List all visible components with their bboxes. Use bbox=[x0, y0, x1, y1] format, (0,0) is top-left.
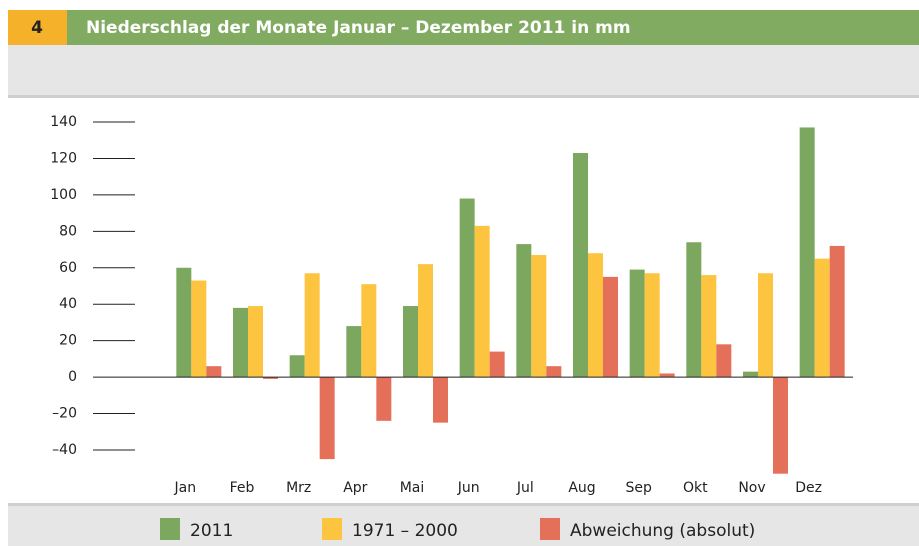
bar bbox=[176, 267, 192, 378]
legend-band bbox=[8, 506, 919, 546]
bar bbox=[459, 198, 475, 378]
x-tick-label: Jul bbox=[516, 480, 534, 496]
figure-number: 4 bbox=[31, 18, 43, 38]
y-tick-label: 80 bbox=[59, 223, 77, 239]
bar bbox=[233, 307, 248, 378]
title-bar bbox=[67, 10, 919, 45]
separator bbox=[8, 503, 919, 506]
bar bbox=[206, 366, 222, 378]
bar bbox=[546, 366, 562, 378]
bar bbox=[716, 344, 732, 378]
bar bbox=[686, 242, 702, 378]
y-tick-label: 120 bbox=[50, 150, 77, 166]
bar bbox=[248, 306, 263, 378]
y-tick-label: –20 bbox=[52, 406, 77, 422]
x-tick-label: Mrz bbox=[286, 480, 311, 496]
bar bbox=[573, 152, 588, 378]
bar bbox=[418, 264, 433, 378]
bar bbox=[516, 244, 532, 378]
number-box bbox=[8, 10, 67, 45]
x-tick-label: Sep bbox=[625, 480, 652, 496]
bar bbox=[304, 273, 320, 378]
legend-swatch bbox=[322, 518, 342, 540]
x-tick-label: Feb bbox=[230, 480, 255, 496]
bar bbox=[433, 377, 448, 423]
bar bbox=[644, 273, 660, 378]
y-tick-label: –40 bbox=[52, 442, 77, 458]
x-tick-label: Aug bbox=[568, 480, 595, 496]
bar bbox=[403, 306, 418, 378]
legend-label: Abweichung (absolut) bbox=[570, 521, 755, 541]
bar bbox=[191, 280, 207, 378]
bar bbox=[603, 276, 618, 378]
bar bbox=[289, 355, 305, 378]
legend-swatch bbox=[540, 518, 560, 540]
x-tick-label: Okt bbox=[683, 480, 708, 496]
y-tick-label: 20 bbox=[59, 333, 77, 349]
x-tick-label: Apr bbox=[343, 480, 367, 496]
bar bbox=[799, 127, 815, 378]
subtitle-band bbox=[8, 45, 919, 95]
bar bbox=[346, 326, 362, 378]
bar bbox=[701, 275, 717, 378]
x-tick-label: Mai bbox=[400, 480, 425, 496]
bar bbox=[319, 377, 335, 460]
bar bbox=[588, 253, 603, 378]
legend-label: 2011 bbox=[190, 521, 233, 541]
legend-label: 1971 – 2000 bbox=[352, 521, 458, 541]
bar bbox=[629, 269, 645, 378]
y-tick-label: 140 bbox=[50, 114, 77, 130]
bar bbox=[474, 225, 490, 378]
bar bbox=[758, 273, 773, 378]
legend-swatch bbox=[160, 518, 180, 540]
x-tick-label: Dez bbox=[795, 480, 822, 496]
y-tick-label: 0 bbox=[68, 369, 77, 385]
bar bbox=[773, 377, 788, 474]
bar bbox=[361, 284, 377, 378]
y-tick-label: 100 bbox=[50, 187, 77, 203]
bar bbox=[489, 351, 505, 378]
separator bbox=[8, 95, 919, 98]
y-tick-label: 40 bbox=[59, 296, 77, 312]
bar bbox=[659, 373, 675, 378]
bar bbox=[829, 245, 845, 378]
y-tick-label: 60 bbox=[59, 260, 77, 276]
x-tick-label: Jan bbox=[174, 480, 197, 496]
chart-title: Niederschlag der Monate Januar – Dezembe… bbox=[86, 18, 631, 38]
bar bbox=[814, 258, 830, 378]
x-tick-label: Nov bbox=[738, 480, 765, 496]
bar bbox=[743, 371, 758, 378]
x-tick-label: Jun bbox=[457, 480, 480, 496]
bar bbox=[376, 377, 392, 421]
bar bbox=[531, 255, 547, 378]
bar bbox=[263, 377, 278, 379]
